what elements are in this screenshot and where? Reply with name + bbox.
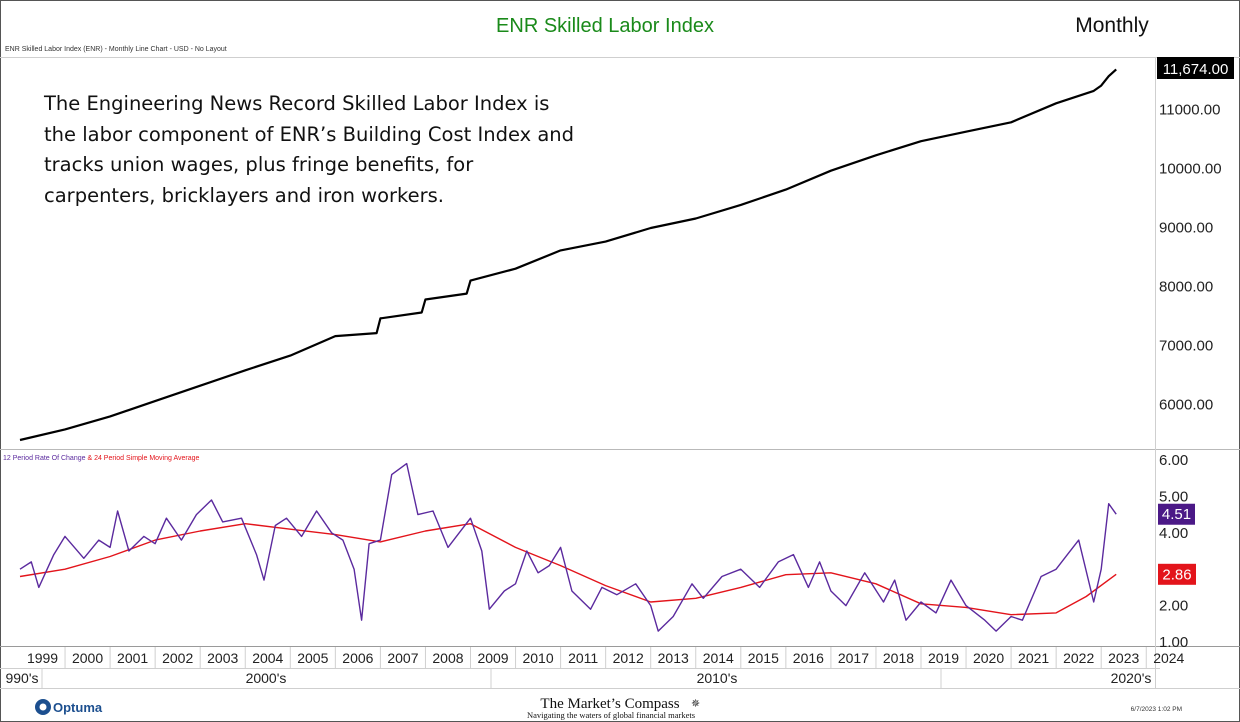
optuma-logo-icon-inner — [39, 703, 47, 711]
legend-roc: 12 Period Rate Of Change — [3, 455, 86, 462]
year-label: 2001 — [117, 650, 148, 666]
optuma-logo-text: Optuma — [53, 700, 103, 715]
year-label: 2003 — [207, 650, 238, 666]
price-tick-label: 11000.00 — [1159, 101, 1220, 118]
year-label: 2000 — [72, 650, 103, 666]
year-label: 2004 — [252, 650, 283, 666]
year-label: 2011 — [568, 650, 598, 666]
legend-separator: & — [86, 455, 95, 462]
year-label: 2014 — [703, 650, 734, 666]
roc-y-axis: 1.002.003.004.005.006.00 — [1159, 452, 1188, 651]
description-line: carpenters, bricklayers and iron workers… — [44, 183, 444, 207]
description-line: the labor component of ENR’s Building Co… — [44, 122, 575, 146]
price-tick-label: 9000.00 — [1159, 219, 1213, 236]
legend-sma: 24 Period Simple Moving Average — [94, 455, 199, 462]
sma-value-label-bg — [1158, 563, 1196, 585]
year-label: 2017 — [838, 650, 869, 666]
price-line — [19, 68, 1117, 442]
last-price-label: 11,674.00 — [1163, 61, 1229, 78]
decade-label: 990's — [5, 670, 38, 686]
year-label: 2022 — [1063, 650, 1094, 666]
last-price-label-bg — [1157, 57, 1234, 79]
year-label: 2006 — [342, 650, 373, 666]
year-label: 2015 — [748, 650, 779, 666]
year-label: 2019 — [928, 650, 959, 666]
roc-tick-label: 1.00 — [1159, 634, 1188, 651]
brand-name: The Market’s Compass — [540, 696, 679, 712]
decade-label: 2020's — [1111, 670, 1152, 686]
price-tick-label: 7000.00 — [1159, 338, 1213, 355]
period-label: Monthly — [1075, 14, 1149, 37]
x-axis-decades: 990's 2000's 2010's 2020's — [5, 669, 1151, 688]
year-label: 2023 — [1108, 650, 1139, 666]
year-label: 2005 — [297, 650, 328, 666]
chart-title: ENR Skilled Labor Index — [496, 15, 714, 37]
price-y-axis: 6000.00 7000.00 8000.00 9000.00 10000.00 1100… — [1159, 101, 1222, 413]
roc-tick-label: 6.00 — [1159, 452, 1188, 469]
year-label: 2021 — [1018, 650, 1049, 666]
year-label: 1999 — [27, 650, 58, 666]
roc-tick-label: 4.00 — [1159, 525, 1188, 542]
year-label: 2010 — [522, 650, 553, 666]
x-axis-years: 1999 2000 2001 2002 2003 2004 2005 2006 2007 2008… — [27, 647, 1185, 668]
year-label: 2018 — [883, 650, 914, 666]
year-label: 2024 — [1153, 650, 1184, 666]
compass-icon: ✵ — [691, 698, 700, 710]
price-tick-label: 6000.00 — [1159, 397, 1213, 414]
lower-panel-legend: 12 Period Rate Of Change & 24 Period Sim… — [3, 455, 199, 462]
price-tick-label: 8000.00 — [1159, 278, 1213, 295]
year-label: 2016 — [793, 650, 824, 666]
description-text: The Engineering News Record Skilled Labo… — [44, 89, 604, 211]
year-label: 2012 — [613, 650, 644, 666]
sma-value-label: 2.86 — [1162, 566, 1191, 583]
decade-label: 2010's — [697, 670, 738, 686]
roc-tick-label: 2.00 — [1159, 598, 1188, 615]
brand-block: The Market’s Compass ✵ Navigating the wa… — [527, 696, 700, 720]
roc-line — [19, 462, 1117, 632]
sma-line — [19, 523, 1117, 616]
roc-value-label-bg — [1158, 503, 1195, 525]
description-line: tracks union wages, plus fringe benefits… — [44, 153, 474, 176]
series-layer — [19, 68, 1117, 632]
roc-tick-label: 5.00 — [1159, 488, 1188, 505]
roc-value-label: 4.51 — [1162, 506, 1191, 523]
description-line: The Engineering News Record Skilled Labo… — [44, 92, 550, 115]
year-label: 2013 — [658, 650, 689, 666]
year-label: 2007 — [387, 650, 418, 666]
decade-label: 2000's — [246, 670, 287, 686]
year-label: 2002 — [162, 650, 193, 666]
year-label: 2020 — [973, 650, 1004, 666]
year-label: 2009 — [477, 650, 508, 666]
optuma-logo: Optuma — [35, 699, 103, 715]
year-label: 2008 — [432, 650, 463, 666]
chart-info-label: ENR Skilled Labor Index (ENR) - Monthly … — [5, 46, 227, 53]
value-labels: 11,674.00 4.51 2.86 — [1157, 57, 1234, 585]
timestamp: 6/7/2023 1:02 PM — [1131, 706, 1182, 713]
brand-tagline: Navigating the waters of global financia… — [527, 710, 695, 720]
price-tick-label: 10000.00 — [1159, 160, 1222, 177]
